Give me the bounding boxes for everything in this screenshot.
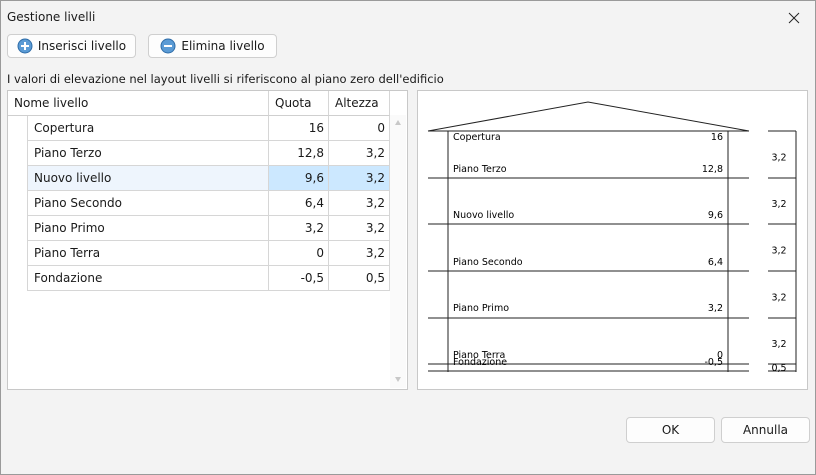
diagram-level-height: 0,5	[771, 363, 786, 374]
close-button[interactable]	[781, 6, 807, 30]
diagram-level-elevation: 9,6	[708, 210, 723, 221]
levels-table: Nome livello Quota Altezza Copertura 16 0 Pian…	[7, 90, 408, 390]
level-height[interactable]: 3,2	[329, 166, 390, 191]
insert-label: Inserisci livello	[37, 39, 127, 53]
row-indent	[8, 116, 28, 141]
level-height[interactable]: 3,2	[329, 216, 390, 241]
level-name[interactable]: Piano Secondo	[28, 191, 269, 216]
level-name[interactable]: Nuovo livello	[28, 166, 269, 191]
row-indent	[8, 191, 28, 216]
level-height[interactable]: 3,2	[329, 141, 390, 166]
row-indent	[8, 266, 28, 291]
level-name[interactable]: Piano Terra	[28, 241, 269, 266]
diagram-level-name: Fondazione	[453, 357, 507, 368]
column-header[interactable]: Nome livello	[8, 91, 269, 116]
ok-label: OK	[661, 423, 680, 437]
diagram-level-height: 3,2	[771, 199, 786, 210]
diagram-level-height: 3,2	[771, 246, 786, 257]
insert-button[interactable]: Inserisci livello	[7, 34, 136, 58]
roof	[427, 101, 750, 132]
scrollbar	[390, 115, 406, 388]
level-elevation[interactable]: 3,2	[269, 216, 329, 241]
row-indent	[8, 166, 28, 191]
diagram-level-elevation: -0,5	[704, 357, 723, 368]
diagram-level-elevation: 3,2	[708, 303, 723, 314]
cancel-button[interactable]: Annulla	[721, 417, 810, 443]
diagram-level-name: Piano Terzo	[453, 164, 507, 175]
cancel-label: Annulla	[742, 423, 789, 437]
level-elevation[interactable]: 6,4	[269, 191, 329, 216]
level-elevation[interactable]: 0	[269, 241, 329, 266]
column-header[interactable]: Altezza	[329, 91, 390, 116]
level-diagram: Copertura 16 Piano Terzo 12,8 3,2 Nuovo livel…	[417, 90, 808, 390]
window-title: Gestione livelli	[7, 10, 96, 24]
diagram-level-elevation: 12,8	[702, 164, 723, 175]
level-name[interactable]: Copertura	[28, 116, 269, 141]
level-elevation[interactable]: 12,8	[269, 141, 329, 166]
column-header[interactable]: Quota	[269, 91, 329, 116]
diagram-level-elevation: 0	[717, 350, 723, 361]
level-elevation[interactable]: 9,6	[269, 166, 329, 191]
diagram-level-elevation: 6,4	[708, 257, 723, 268]
level-height[interactable]: 3,2	[329, 241, 390, 266]
row-indent	[8, 141, 28, 166]
diagram-level-name: Piano Terra	[453, 350, 505, 361]
diagram-canvas: Copertura 16 Piano Terzo 12,8 3,2 Nuovo livel…	[427, 101, 797, 374]
level-height[interactable]: 3,2	[329, 191, 390, 216]
diagram-level-height: 3,2	[771, 339, 786, 350]
level-elevation[interactable]: 16	[269, 116, 329, 141]
level-name[interactable]: Piano Terzo	[28, 141, 269, 166]
ok-button[interactable]: OK	[626, 417, 715, 443]
diagram-level-name: Piano Primo	[453, 303, 509, 314]
level-name[interactable]: Fondazione	[28, 266, 269, 291]
diagram-level-name: Copertura	[453, 132, 501, 143]
row-indent	[8, 216, 28, 241]
diagram-level-height: 3,2	[771, 293, 786, 304]
diagram-level-name: Piano Secondo	[453, 257, 523, 268]
delete-button[interactable]: Elimina livello	[148, 34, 277, 58]
level-height[interactable]: 0,5	[329, 266, 390, 291]
diagram-level-elevation: 16	[711, 132, 723, 143]
diagram-level-height: 3,2	[771, 153, 786, 164]
plus-icon	[17, 38, 33, 54]
info-text: I valori di elevazione nel layout livell…	[7, 72, 444, 86]
level-height[interactable]: 0	[329, 116, 390, 141]
diagram-level-name: Nuovo livello	[453, 210, 514, 221]
row-indent	[8, 241, 28, 266]
level-name[interactable]: Piano Primo	[28, 216, 269, 241]
minus-icon	[160, 38, 176, 54]
delete-label: Elimina livello	[181, 39, 265, 53]
level-elevation[interactable]: -0,5	[269, 266, 329, 291]
